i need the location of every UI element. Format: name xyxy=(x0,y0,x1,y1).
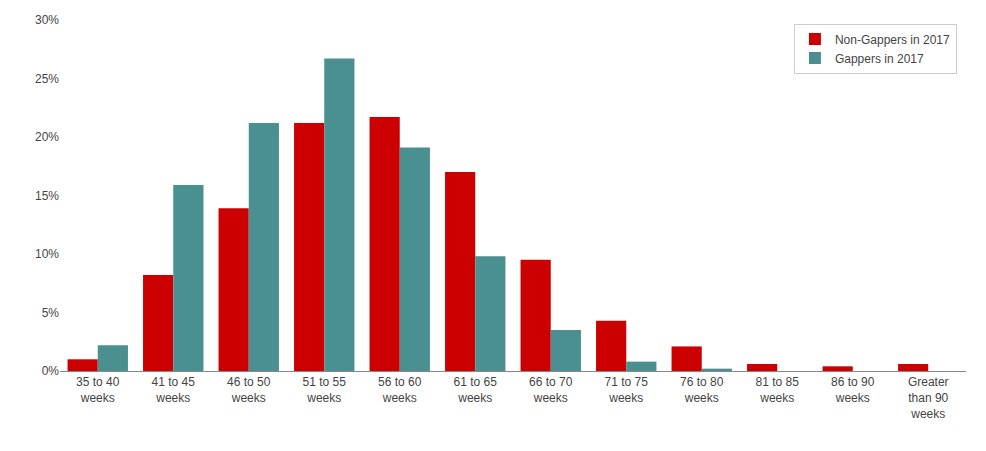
svg-text:61 to 65weeks: 61 to 65weeks xyxy=(454,375,498,405)
svg-text:30%: 30% xyxy=(35,13,59,27)
svg-text:46 to 50weeks: 46 to 50weeks xyxy=(227,375,271,405)
svg-text:81 to 85weeks: 81 to 85weeks xyxy=(756,375,800,405)
svg-text:Greaterthan 90weeks: Greaterthan 90weeks xyxy=(908,375,949,420)
svg-text:56 to 60weeks: 56 to 60weeks xyxy=(378,375,422,405)
svg-text:10%: 10% xyxy=(35,247,59,261)
svg-text:35 to 40weeks: 35 to 40weeks xyxy=(76,375,120,405)
svg-text:41 to 45weeks: 41 to 45weeks xyxy=(152,375,196,405)
svg-text:51 to 55weeks: 51 to 55weeks xyxy=(303,375,347,405)
svg-text:76 to 80weeks: 76 to 80weeks xyxy=(680,375,724,405)
svg-text:Gappers in 2017: Gappers in 2017 xyxy=(835,52,924,66)
svg-text:20%: 20% xyxy=(35,130,59,144)
svg-text:71 to 75weeks: 71 to 75weeks xyxy=(605,375,649,405)
svg-text:66 to 70weeks: 66 to 70weeks xyxy=(529,375,573,405)
svg-text:25%: 25% xyxy=(35,72,59,86)
svg-text:0%: 0% xyxy=(42,364,60,378)
svg-text:5%: 5% xyxy=(42,306,60,320)
svg-text:86 to 90weeks: 86 to 90weeks xyxy=(831,375,875,405)
svg-text:15%: 15% xyxy=(35,189,59,203)
svg-text:Non-Gappers in 2017: Non-Gappers in 2017 xyxy=(835,33,950,47)
